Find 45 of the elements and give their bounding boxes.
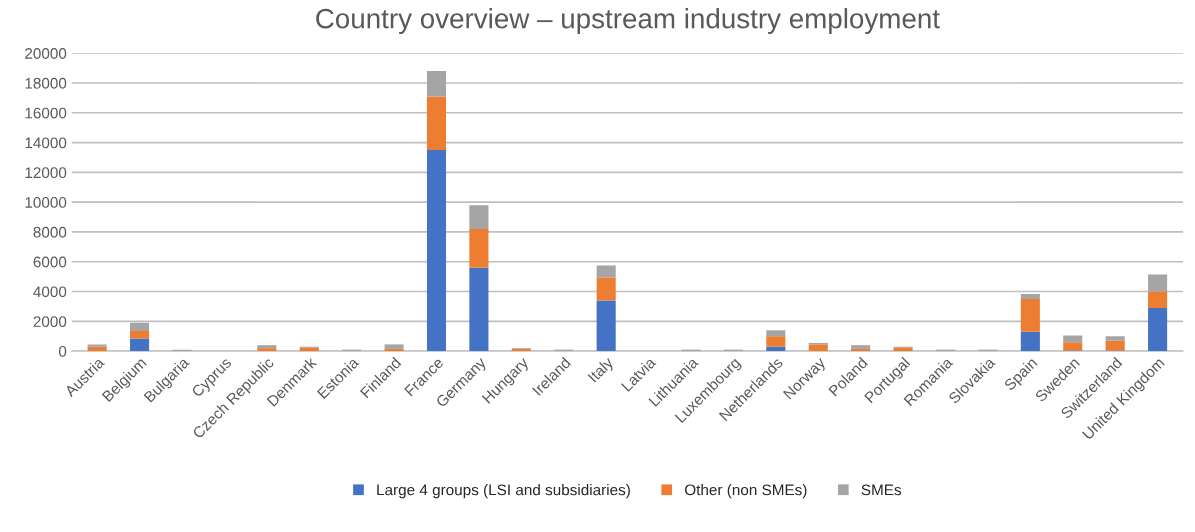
x-tick-label: Italy <box>587 356 617 385</box>
bar <box>1148 307 1168 352</box>
bar <box>130 322 150 332</box>
bar <box>766 336 786 347</box>
y-tick-label: 6000 <box>33 256 67 268</box>
bar <box>299 347 319 352</box>
bar <box>87 344 107 347</box>
bar <box>426 150 447 352</box>
bar <box>1063 335 1083 343</box>
legend-label: SMEs <box>861 484 902 496</box>
bar <box>1020 294 1040 299</box>
chart-title: Country overview – upstream industry employment <box>316 8 940 34</box>
bar <box>893 347 913 352</box>
bar <box>766 330 786 337</box>
bar <box>384 344 404 349</box>
legend-label: Other (non SMEs) <box>685 484 807 499</box>
bar <box>426 71 447 97</box>
y-tick-label: 14000 <box>25 137 67 149</box>
bar <box>1148 291 1168 308</box>
y-tick-label: 20000 <box>25 48 67 59</box>
y-tick-label: 16000 <box>25 107 67 119</box>
bar <box>130 331 150 339</box>
bar <box>1105 340 1125 351</box>
legend-label: Large 4 groups (LSI and subsidiaries) <box>377 484 630 499</box>
bar <box>596 277 616 301</box>
bar <box>1020 298 1040 332</box>
bar <box>426 96 447 151</box>
y-tick-label: 8000 <box>33 226 67 238</box>
bar <box>1148 274 1168 292</box>
y-tick-label: 18000 <box>25 77 67 89</box>
bar <box>596 265 616 278</box>
bar <box>596 300 616 352</box>
bar <box>1020 331 1040 352</box>
bar <box>1063 342 1083 351</box>
bar <box>469 228 489 268</box>
bar <box>130 338 150 352</box>
y-tick-label: 2000 <box>33 316 67 328</box>
bar <box>1105 336 1125 341</box>
y-tick-label: 12000 <box>25 167 67 179</box>
bar <box>469 205 489 229</box>
y-tick-label: 10000 <box>25 197 67 208</box>
y-tick-label: 4000 <box>33 286 67 298</box>
bar <box>469 267 489 352</box>
y-tick-label: 0 <box>58 345 67 357</box>
bar <box>808 344 828 352</box>
